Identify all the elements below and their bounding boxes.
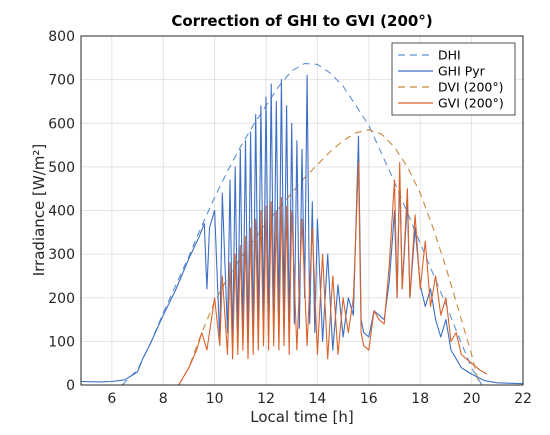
x-tick-labels: 6 8 10 12 14 16 18 20 22 [107,391,532,407]
y-tick-label: 100 [48,334,75,350]
x-axis-label: Local time [h] [250,408,354,426]
series-line-3 [178,161,488,386]
legend-label: GHI Pyr [438,64,486,79]
chart-title: Correction of GHI to GVI (200°) [171,12,432,30]
y-tick-label: 600 [48,116,75,132]
y-tick-label: 700 [48,73,75,89]
x-tick-label: 12 [257,391,275,407]
x-tick-label: 20 [463,391,481,407]
series-line-0 [121,62,483,386]
series-layer [80,62,524,386]
y-tick-labels: 0 100 200 300 400 500 600 700 800 [48,29,75,394]
y-tick-label: 500 [48,160,75,176]
x-tick-label: 6 [107,391,116,407]
y-tick-label: 300 [48,247,75,263]
x-tick-label: 22 [514,391,532,407]
x-tick-label: 16 [360,391,378,407]
series-line-2 [178,129,480,386]
legend-label: DHI [438,48,461,63]
y-tick-label: 400 [48,204,75,220]
legend-label: DVI (200°) [438,80,503,95]
x-tick-label: 18 [411,391,429,407]
y-axis-label: Irradiance [W/m²] [30,144,48,277]
axes-box [80,35,524,386]
x-tick-label: 14 [309,391,327,407]
x-tick-label: 10 [206,391,224,407]
x-tick-label: 8 [159,391,168,407]
y-tick-label: 800 [48,29,75,45]
y-tick-label: 200 [48,291,75,307]
y-tick-label: 0 [66,378,75,394]
legend-label: GVI (200°) [438,96,504,111]
